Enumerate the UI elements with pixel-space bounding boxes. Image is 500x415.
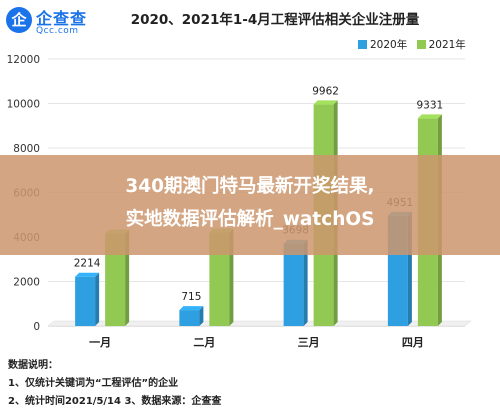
legend-item-2021: 2021年 xyxy=(416,37,466,52)
bar-side xyxy=(199,306,204,326)
y-tick-label: 8000 xyxy=(13,143,40,155)
bar-top xyxy=(417,114,442,119)
legend-item-2020: 2020年 xyxy=(358,37,407,52)
data-label: 9962 xyxy=(312,85,339,97)
bar xyxy=(209,232,230,326)
overlay-line-1: 340期澳门特马最新开奖结果, xyxy=(125,176,375,197)
chart-title: 2020、2021年1-4月工程评估相关企业注册量 xyxy=(130,12,420,28)
bar xyxy=(283,243,304,326)
x-tick-label: 一月 xyxy=(89,336,111,349)
data-label: 2214 xyxy=(74,258,101,270)
overlay-line-2: 实地数据评估解析_watchOS xyxy=(125,209,375,230)
data-notes: 数据说明： 1、仅统计关键词为“工程评估”的企业 2、统计时间2021/5/14… xyxy=(8,357,221,411)
data-label: 9331 xyxy=(417,99,444,111)
notes-heading: 数据说明： xyxy=(8,360,58,371)
notes-line-1: 1、仅统计关键词为“工程评估”的企业 xyxy=(8,378,179,389)
bar-top xyxy=(75,272,100,277)
x-tick-label: 三月 xyxy=(298,336,320,349)
y-tick-label: 12000 xyxy=(7,54,40,66)
logo: 企 企查查 Qcc.com xyxy=(6,4,98,38)
y-tick-label: 10000 xyxy=(7,99,40,111)
logo-url: Qcc.com xyxy=(36,26,79,36)
logo-mark: 企 xyxy=(6,7,32,33)
legend-swatch-2020 xyxy=(358,40,367,49)
bar xyxy=(105,233,126,326)
legend-label-2020: 2020年 xyxy=(370,39,408,51)
bar xyxy=(75,276,96,326)
legend: 2020年 2021年 xyxy=(358,37,472,52)
bar-top xyxy=(313,100,338,105)
x-tick-label: 二月 xyxy=(193,336,215,349)
bar-side xyxy=(95,272,100,326)
bar xyxy=(179,310,200,326)
data-label: 715 xyxy=(181,291,201,303)
y-tick-label: 0 xyxy=(33,321,40,333)
y-tick-label: 2000 xyxy=(13,277,40,289)
legend-swatch-2021 xyxy=(416,40,426,49)
x-tick-label: 四月 xyxy=(402,336,424,349)
overlay-banner xyxy=(0,155,500,255)
logo-name: 企查查 xyxy=(36,9,88,28)
bar-top xyxy=(179,306,204,311)
notes-line-2: 2、统计时间2021/5/14 3、数据来源：企查查 xyxy=(8,396,222,407)
legend-label-2021: 2021年 xyxy=(428,39,466,51)
overlay-text: 340期澳门特马最新开奖结果, 实地数据评估解析_watchOS xyxy=(0,170,500,236)
bar-side xyxy=(303,239,308,326)
